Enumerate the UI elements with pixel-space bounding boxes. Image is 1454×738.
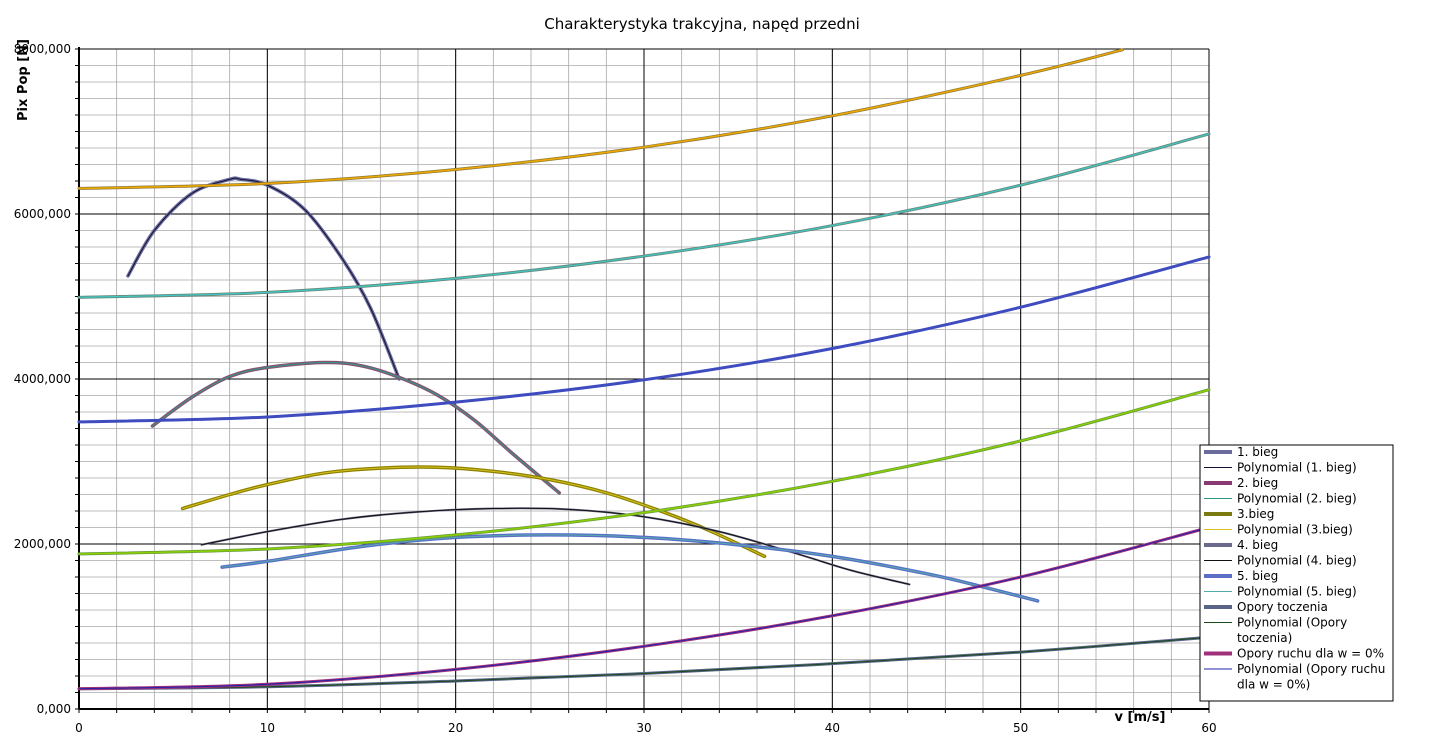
- series-lines: [77, 48, 1211, 691]
- series-line-curve-16: [78, 133, 1210, 298]
- series-line-curve-14: [77, 255, 1211, 424]
- y-tick-label: 8000,000: [14, 42, 71, 56]
- legend-box: [1199, 444, 1394, 702]
- series-line-polynomial-opory-toczenia: [78, 636, 1210, 690]
- x-tick-label: 60: [1201, 721, 1216, 735]
- legend: 1. bieg Polynomial (1. bieg)2. bieg Polyno…: [1199, 444, 1394, 702]
- x-tick-label: 20: [448, 721, 463, 735]
- series-line-polynomial-3-bieg: [182, 466, 766, 557]
- x-tick-label: 40: [825, 721, 840, 735]
- legend-entry-label: Opory toczenia: [1237, 600, 1328, 614]
- series-line-polynomial-5-bieg: [221, 534, 1039, 602]
- x-tick-label: 30: [636, 721, 651, 735]
- legend-entry-label: 1. bieg: [1237, 445, 1278, 459]
- legend-entry-label: Polynomial (Opory: [1237, 616, 1347, 630]
- series-line-polynomial-2-bieg: [151, 361, 560, 494]
- legend-entry-label: Opory ruchu dla w = 0%: [1237, 647, 1384, 661]
- x-axis-title: v [m/s]: [1115, 710, 1166, 725]
- y-tick-label: 2000,000: [14, 537, 71, 551]
- series-line-curve-18: [78, 49, 1124, 190]
- legend-entry-label-continued: toczenia): [1237, 631, 1292, 645]
- series-line-polynomial-4-bieg: [200, 507, 911, 585]
- axes: 0 10 20 30 40 50 60 0,000 2000,000 4000,000 6000,0…: [14, 42, 1217, 735]
- legend-entry-label: 4. bieg: [1237, 538, 1278, 552]
- legend-entry-label: 5. bieg: [1237, 569, 1278, 583]
- legend-entry-label: 3.bieg: [1237, 507, 1274, 521]
- y-tick-label: 0,000: [37, 702, 71, 716]
- x-tick-label: 50: [1013, 721, 1028, 735]
- y-tick-label: 6000,000: [14, 207, 71, 221]
- series-line-polynomial-opory-ruchu-dla-w-0: [78, 527, 1210, 690]
- legend-entry-label: Polynomial (1. bieg): [1237, 461, 1357, 475]
- x-tick-label: 0: [75, 721, 83, 735]
- chart-title: Charakterystyka trakcyjna, napęd przedni: [544, 15, 860, 33]
- series-line-curve-20: [78, 388, 1210, 555]
- y-axis-title: Pix Pop [N]: [16, 39, 31, 121]
- legend-entry-label: Polynomial (2. bieg): [1237, 492, 1357, 506]
- legend-entry-label-continued: dla w = 0%): [1237, 678, 1310, 692]
- grid: [78, 48, 1210, 710]
- legend-entry-label: Polynomial (4. bieg): [1237, 554, 1357, 568]
- legend-entry-label: Polynomial (3.bieg): [1237, 523, 1353, 537]
- y-tick-label: 4000,000: [14, 372, 71, 386]
- x-tick-label: 10: [260, 721, 275, 735]
- legend-entry-label: 2. bieg: [1237, 476, 1278, 490]
- legend-entry-label: Polynomial (5. bieg): [1237, 585, 1357, 599]
- legend-entry-label: Polynomial (Opory ruchu: [1237, 662, 1385, 676]
